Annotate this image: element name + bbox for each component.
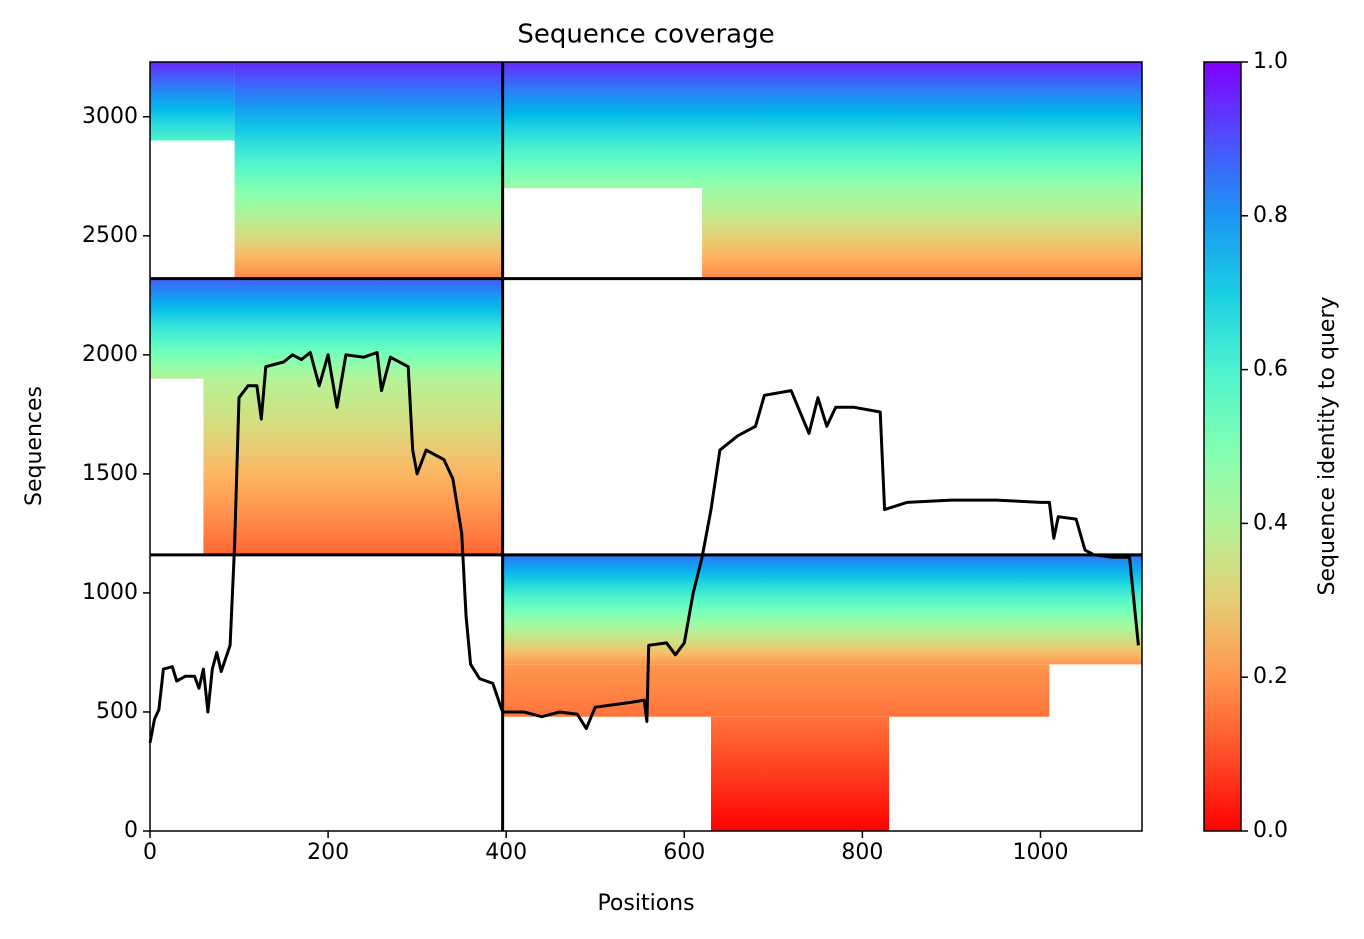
x-tick-label: 800 [841, 840, 883, 865]
coverage-block [502, 62, 1142, 189]
coverage-block [150, 62, 235, 141]
x-tick-label: 200 [307, 840, 349, 865]
x-axis-label: Positions [597, 891, 694, 916]
y-tick-label: 2000 [82, 342, 138, 367]
x-tick-label: 1000 [1012, 840, 1068, 865]
colorbar-tick-label: 0.6 [1253, 357, 1288, 382]
colorbar-tick-label: 0.2 [1253, 664, 1288, 689]
y-axis-label: Sequences [22, 386, 47, 506]
colorbar [1203, 61, 1242, 832]
coverage-block [702, 188, 1142, 279]
colorbar-label: Sequence identity to query [1315, 296, 1340, 595]
x-tick-label: 600 [663, 840, 705, 865]
coverage-line [148, 351, 1140, 744]
coverage-block [234, 62, 503, 279]
colorbar-tick-label: 0.0 [1253, 818, 1288, 843]
y-tick-label: 1500 [82, 461, 138, 486]
coverage-block [711, 716, 890, 831]
chart-title: Sequence coverage [517, 20, 774, 50]
y-tick-label: 2500 [82, 223, 138, 248]
coverage-block [203, 378, 503, 555]
plot-frame [149, 61, 1143, 832]
y-tick-label: 500 [96, 699, 138, 724]
colorbar-tick-label: 0.4 [1253, 510, 1288, 535]
coverage-block [502, 664, 1050, 717]
x-tick-label: 0 [143, 840, 157, 865]
colorbar-tick-label: 1.0 [1253, 49, 1288, 74]
y-tick-label: 0 [124, 818, 138, 843]
x-tick-label: 400 [485, 840, 527, 865]
y-tick-label: 1000 [82, 580, 138, 605]
colorbar-tick-label: 0.8 [1253, 203, 1288, 228]
coverage-block [502, 554, 1142, 665]
y-tick-label: 3000 [82, 104, 138, 129]
